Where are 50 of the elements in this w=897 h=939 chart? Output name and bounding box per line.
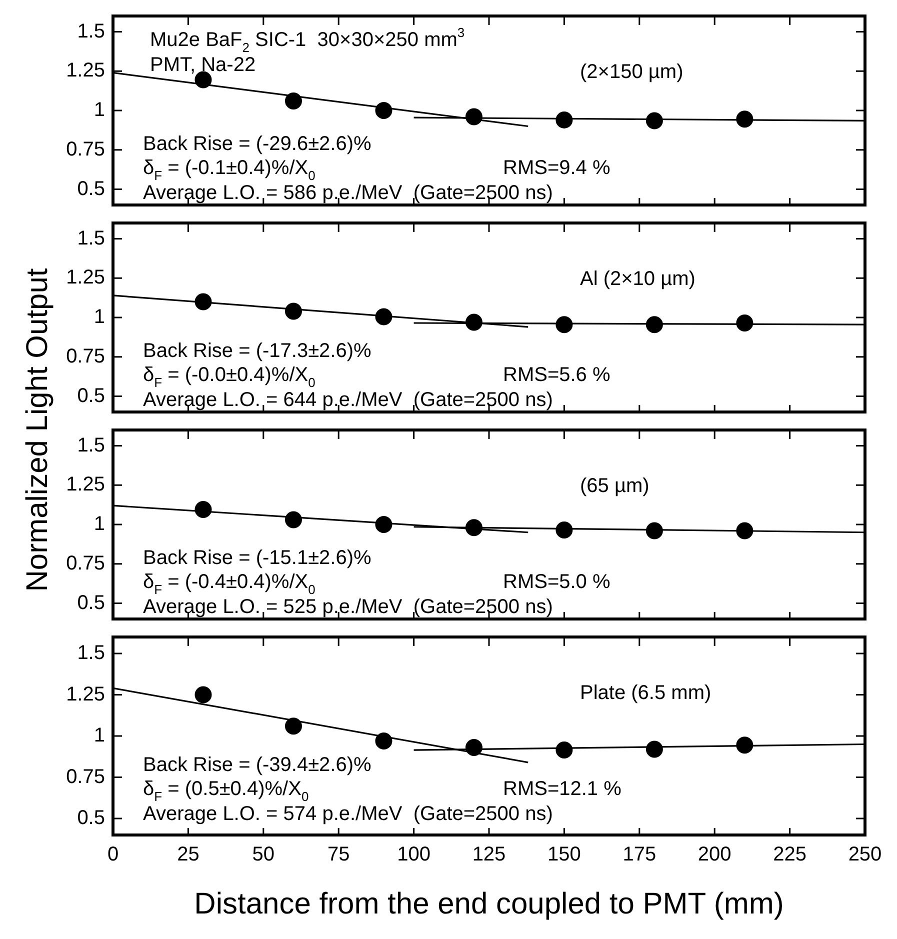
- y-tick-label: 0.5: [77, 592, 105, 614]
- annotation: Plate (6.5 mm): [580, 682, 712, 704]
- x-tick-label: 150: [548, 844, 581, 866]
- y-tick-label: 1: [94, 306, 105, 328]
- y-tick-label: 0.75: [66, 138, 105, 160]
- annotation: RMS=5.6 %: [503, 364, 610, 386]
- annotation: (2×150 µm): [580, 61, 684, 83]
- y-tick-label: 1.25: [66, 474, 105, 496]
- x-tick-label: 250: [848, 844, 882, 866]
- y-tick-label: 0.75: [66, 552, 105, 574]
- annotation: RMS=5.0 %: [503, 571, 610, 593]
- annotation: Al (2×10 µm): [580, 268, 696, 290]
- y-tick-label: 1.5: [77, 434, 105, 456]
- y-tick-label: 1.25: [66, 683, 105, 706]
- annotation: Back Rise = (-15.1±2.6)%: [143, 547, 372, 569]
- x-tick-label: 50: [252, 844, 275, 866]
- x-tick-label: 0: [107, 844, 119, 866]
- annotation: Average L.O. = 574 p.e./MeV (Gate=2500 ns): [143, 803, 553, 825]
- x-tick-label: 175: [622, 844, 656, 866]
- y-tick-label: 0.5: [77, 178, 105, 200]
- y-tick-label: 1: [94, 99, 105, 122]
- y-tick-label: 1.25: [66, 60, 105, 82]
- y-tick-label: 1.25: [66, 266, 105, 289]
- x-tick-label: 225: [773, 844, 806, 866]
- y-tick-label: 0.5: [77, 384, 105, 407]
- y-tick-label: 1.5: [77, 227, 105, 250]
- x-tick-label: 25: [177, 844, 200, 866]
- annotation: Average L.O. = 525 p.e./MeV (Gate=2500 ns): [143, 596, 553, 618]
- y-tick-label: 1: [94, 724, 105, 747]
- y-tick-label: 1.5: [77, 20, 105, 42]
- annotation: Back Rise = (-29.6±2.6)%: [143, 133, 372, 155]
- annotation: RMS=12.1 %: [503, 778, 622, 800]
- x-tick-label: 100: [397, 844, 430, 866]
- annotation: PMT, Na-22: [150, 54, 256, 76]
- x-tick-label: 75: [327, 844, 350, 866]
- x-axis-title: Distance from the end coupled to PMT (mm): [194, 887, 784, 920]
- annotation: (65 µm): [580, 475, 650, 497]
- y-tick-label: 0.5: [77, 807, 105, 830]
- y-tick-label: 1.5: [77, 642, 105, 664]
- y-tick-label: 1: [94, 513, 105, 536]
- annotation: Back Rise = (-39.4±2.6)%: [143, 754, 372, 776]
- x-tick-label: 200: [698, 844, 732, 866]
- y-tick-label: 0.75: [66, 766, 105, 788]
- annotation: Back Rise = (-17.3±2.6)%: [143, 340, 372, 362]
- annotation: Average L.O. = 644 p.e./MeV (Gate=2500 ns): [143, 389, 553, 411]
- annotation: Average L.O. = 586 p.e./MeV (Gate=2500 ns): [143, 182, 553, 204]
- y-tick-label: 0.75: [66, 345, 105, 368]
- annotation: RMS=9.4 %: [503, 157, 610, 179]
- y-axis-title: Normalized Light Output: [21, 268, 55, 592]
- x-tick-label: 125: [472, 844, 506, 866]
